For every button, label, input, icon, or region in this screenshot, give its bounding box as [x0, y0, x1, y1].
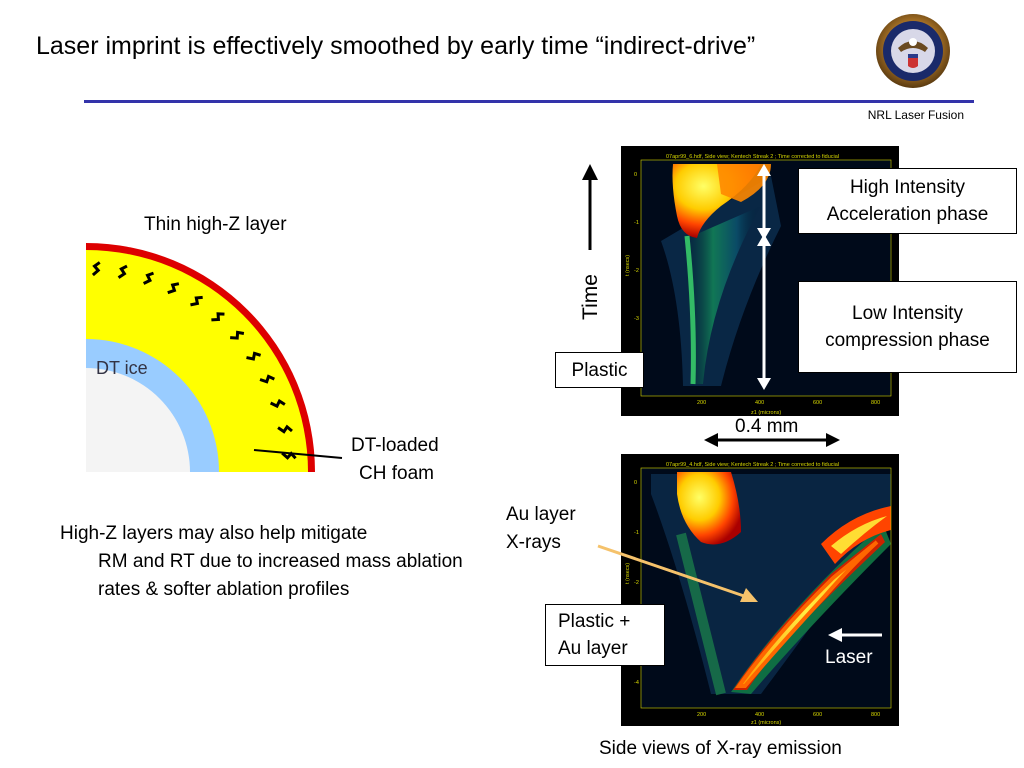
- imprint-squiggle: [211, 312, 225, 322]
- axis-tick-label: 200: [697, 712, 706, 718]
- bottom-image-xlabel: z1 (microns): [751, 720, 781, 726]
- axis-tick-label: -4: [634, 680, 639, 686]
- axis-tick-label: 0: [634, 480, 637, 486]
- slide-title: Laser imprint is effectively smoothed by…: [36, 32, 756, 60]
- imprint-squiggle: [269, 398, 286, 409]
- low-intensity-line2: compression phase: [825, 330, 990, 351]
- imprint-squiggle: [91, 261, 101, 277]
- plastic-box: Plastic: [555, 352, 644, 388]
- axis-tick-label: 0: [634, 172, 637, 178]
- axis-tick-label: -1: [634, 220, 639, 226]
- laser-label: Laser: [825, 647, 873, 668]
- xray-pointer-arrow-icon: [597, 544, 758, 602]
- time-label: Time: [578, 274, 602, 320]
- high-intensity-box: High Intensity Acceleration phase: [798, 168, 1017, 234]
- phase-double-arrows-icon: [757, 164, 771, 390]
- bullet-line1: High-Z layers may also help mitigate: [60, 523, 368, 544]
- axis-tick-label: 800: [871, 712, 880, 718]
- axis-tick-label: 600: [813, 712, 822, 718]
- foam-leader-line: [253, 449, 343, 459]
- low-intensity-box: Low Intensity compression phase: [798, 281, 1017, 373]
- target-diagram: [86, 243, 343, 472]
- bottom-image-ylabel: t (nsecs): [625, 563, 631, 584]
- low-intensity-line1: Low Intensity: [852, 303, 963, 324]
- axis-tick-label: 400: [755, 712, 764, 718]
- axis-tick-label: -2: [634, 268, 639, 274]
- plastic-au-line2: Au layer: [558, 638, 628, 659]
- imprint-squiggle: [230, 330, 245, 340]
- au-xray-line1: Au layer: [506, 504, 576, 525]
- thin-layer-label: Thin high-Z layer: [144, 214, 287, 235]
- scale-double-arrow-icon: [704, 433, 840, 447]
- axis-tick-label: 600: [813, 400, 822, 406]
- axis-tick-label: 800: [871, 400, 880, 406]
- top-image-header: 07apr99_6.hdf, Side view; Kentech Streak…: [666, 154, 839, 160]
- dt-ice-label: DT ice: [96, 358, 148, 378]
- bottom-image-header: 07apr99_4.hdf, Side view; Kentech Streak…: [666, 462, 839, 468]
- top-image-ylabel: t (nsecs): [625, 255, 631, 276]
- navy-seal-icon: [876, 14, 950, 88]
- au-xray-line2: X-rays: [506, 532, 561, 553]
- foam-label-line1: DT-loaded: [351, 435, 439, 456]
- figure-caption: Side views of X-ray emission: [599, 738, 842, 759]
- imprint-squiggle: [117, 264, 128, 279]
- high-intensity-line1: High Intensity: [849, 177, 966, 198]
- bullet-text: High-Z layers may also help mitigate RM …: [60, 520, 480, 604]
- imprint-squiggle: [246, 351, 262, 361]
- org-label: NRL Laser Fusion: [867, 108, 964, 122]
- imprint-squiggle: [167, 282, 180, 295]
- axis-tick-label: 400: [755, 400, 764, 406]
- title-divider: [84, 100, 974, 103]
- bottom-streak-image: 07apr99_4.hdf, Side view; Kentech Streak…: [621, 454, 899, 726]
- axis-tick-label: -2: [634, 580, 639, 586]
- inner-gas-region: [86, 368, 190, 472]
- time-up-arrow-icon: [582, 164, 598, 250]
- plastic-label: Plastic: [571, 359, 628, 381]
- plastic-au-box: Plastic + Au layer: [545, 604, 665, 666]
- imprint-squiggle: [277, 424, 293, 434]
- high-intensity-line2: Acceleration phase: [826, 204, 989, 225]
- plastic-au-line1: Plastic +: [558, 611, 631, 632]
- imprint-squiggle: [281, 451, 297, 460]
- imprint-squiggle: [259, 374, 275, 384]
- imprint-perturbations: [91, 261, 297, 460]
- bullet-rest: RM and RT due to increased mass ablation…: [98, 551, 463, 600]
- axis-tick-label: -1: [634, 530, 639, 536]
- laser-left-arrow-icon: [828, 628, 882, 642]
- axis-tick-label: -3: [634, 316, 639, 322]
- axis-tick-label: 200: [697, 400, 706, 406]
- imprint-squiggle: [190, 295, 203, 307]
- imprint-squiggle: [142, 271, 155, 285]
- scale-label: 0.4 mm: [735, 416, 799, 437]
- top-image-xlabel: z1 (microns): [751, 410, 781, 416]
- foam-label-line2: CH foam: [359, 463, 434, 484]
